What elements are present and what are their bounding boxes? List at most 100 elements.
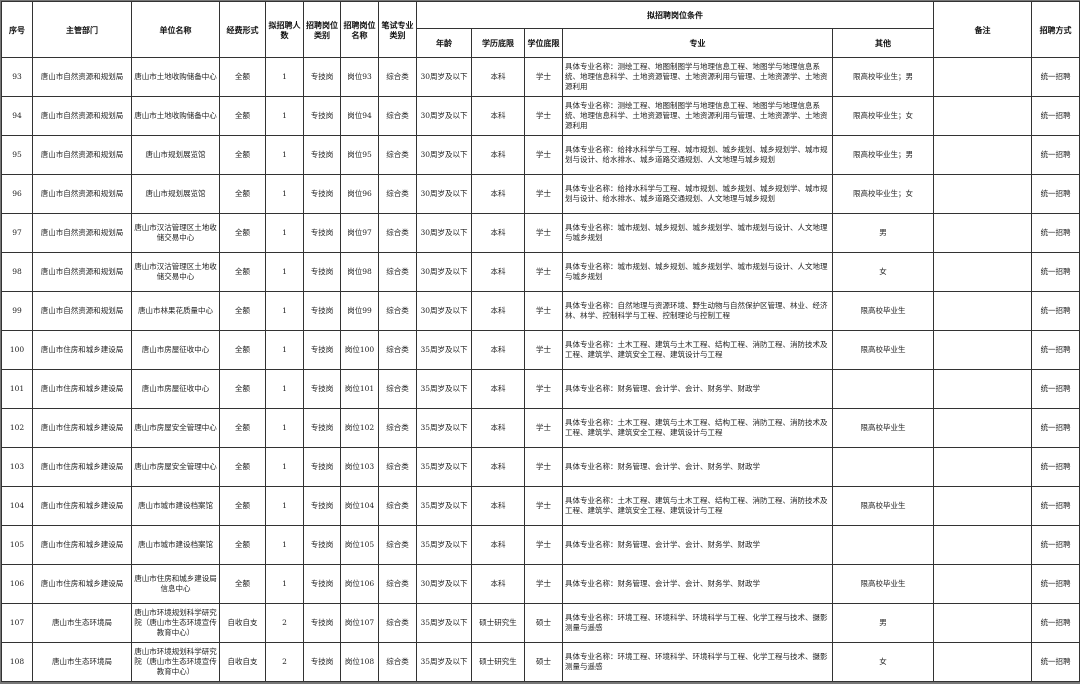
cell-method: 统一招聘 [1031, 642, 1080, 682]
cell-funding: 全额 [219, 135, 266, 175]
cell-other: 限高校毕业生 [831, 291, 935, 331]
cell-position-name: 岗位99 [340, 291, 379, 331]
cell-remark [933, 642, 1033, 682]
cell-method: 统一招聘 [1031, 174, 1080, 214]
cell-unit: 唐山市城市建设档案馆 [131, 525, 220, 565]
table-header: 序号 主管部门 单位名称 经费形式 拟招聘人数 招聘岗位类别 招聘岗位名称 笔试… [1, 1, 1080, 58]
cell-unit: 唐山市土地收购储备中心 [131, 57, 220, 97]
cell-major: 具体专业名称：土木工程、建筑与土木工程、结构工程、消防工程、消防技术及工程、建筑… [562, 486, 833, 526]
cell-education: 本科 [471, 213, 525, 253]
cell-major: 具体专业名称：财务管理、会计学、会计、财务学、财政学 [562, 369, 833, 409]
cell-exam-category: 综合类 [378, 330, 417, 370]
header-age: 年龄 [416, 28, 472, 58]
cell-other: 限高校毕业生 [831, 564, 935, 604]
cell-position-type: 专技岗 [303, 330, 341, 370]
cell-other: 男 [831, 603, 935, 643]
cell-age: 35周岁及以下 [416, 525, 472, 565]
cell-major: 具体专业名称：给排水科学与工程、城市规划、城乡规划、城乡规划学、城市规划与设计、… [562, 135, 833, 175]
cell-age: 35周岁及以下 [416, 369, 472, 409]
cell-age: 35周岁及以下 [416, 408, 472, 448]
cell-dept: 唐山市自然资源和规划局 [32, 174, 132, 214]
cell-method: 统一招聘 [1031, 213, 1080, 253]
cell-degree: 学士 [524, 486, 563, 526]
cell-position-name: 岗位96 [340, 174, 379, 214]
cell-no: 99 [1, 291, 33, 331]
cell-unit: 唐山市汉沽管理区土地收储交易中心 [131, 213, 220, 253]
cell-age: 30周岁及以下 [416, 57, 472, 97]
cell-count: 1 [265, 96, 304, 136]
cell-remark [933, 525, 1033, 565]
cell-position-type: 专技岗 [303, 291, 341, 331]
cell-count: 1 [265, 525, 304, 565]
cell-education: 硕士研究生 [471, 642, 525, 682]
cell-funding: 自收自支 [219, 642, 266, 682]
cell-no: 106 [1, 564, 33, 604]
table-row: 98 唐山市自然资源和规划局 唐山市汉沽管理区土地收储交易中心 全额 1 专技岗 岗位98 综… [1, 252, 1080, 292]
cell-count: 1 [265, 330, 304, 370]
cell-funding: 全额 [219, 330, 266, 370]
header-funding: 经费形式 [219, 1, 266, 58]
cell-unit: 唐山市环境规划科学研究院（唐山市生态环境宣传教育中心） [131, 642, 220, 682]
cell-major: 具体专业名称：测绘工程、地图制图学与地理信息工程、地图学与地理信息系统、地理信息… [562, 96, 833, 136]
cell-remark [933, 447, 1033, 487]
cell-exam-category: 综合类 [378, 603, 417, 643]
cell-education: 本科 [471, 96, 525, 136]
cell-dept: 唐山市住房和城乡建设局 [32, 447, 132, 487]
cell-degree: 学士 [524, 57, 563, 97]
cell-method: 统一招聘 [1031, 252, 1080, 292]
cell-major: 具体专业名称：环境工程、环境科学、环境科学与工程、化学工程与技术、摄影测量与遥感 [562, 603, 833, 643]
cell-position-name: 岗位100 [340, 330, 379, 370]
cell-position-name: 岗位95 [340, 135, 379, 175]
cell-position-name: 岗位93 [340, 57, 379, 97]
cell-education: 本科 [471, 486, 525, 526]
cell-dept: 唐山市自然资源和规划局 [32, 252, 132, 292]
header-dept: 主管部门 [32, 1, 132, 58]
cell-other [831, 369, 935, 409]
cell-position-name: 岗位107 [340, 603, 379, 643]
cell-no: 98 [1, 252, 33, 292]
cell-count: 2 [265, 603, 304, 643]
table-row: 105 唐山市住房和城乡建设局 唐山市城市建设档案馆 全额 1 专技岗 岗位105 综合类 35… [1, 525, 1080, 565]
cell-unit: 唐山市汉沽管理区土地收储交易中心 [131, 252, 220, 292]
cell-other: 限高校毕业生 [831, 330, 935, 370]
cell-education: 本科 [471, 525, 525, 565]
cell-age: 30周岁及以下 [416, 564, 472, 604]
cell-method: 统一招聘 [1031, 564, 1080, 604]
cell-remark [933, 135, 1033, 175]
cell-unit: 唐山市房屋征收中心 [131, 369, 220, 409]
cell-dept: 唐山市住房和城乡建设局 [32, 369, 132, 409]
cell-funding: 全额 [219, 447, 266, 487]
cell-degree: 学士 [524, 291, 563, 331]
header-conditions: 拟招聘岗位条件 [415, 1, 935, 29]
cell-count: 1 [265, 174, 304, 214]
cell-age: 30周岁及以下 [416, 96, 472, 136]
table-row: 102 唐山市住房和城乡建设局 唐山市房屋安全管理中心 全额 1 专技岗 岗位102 综合类 3… [1, 408, 1080, 448]
cell-degree: 硕士 [524, 642, 563, 682]
cell-no: 108 [1, 642, 33, 682]
table-row: 104 唐山市住房和城乡建设局 唐山市城市建设档案馆 全额 1 专技岗 岗位104 综合类 35… [1, 486, 1080, 526]
cell-position-name: 岗位106 [340, 564, 379, 604]
header-exam-category: 笔试专业类别 [378, 1, 417, 58]
cell-method: 统一招聘 [1031, 603, 1080, 643]
cell-method: 统一招聘 [1031, 96, 1080, 136]
cell-age: 30周岁及以下 [416, 213, 472, 253]
header-position-type: 招聘岗位类别 [303, 1, 341, 58]
cell-no: 107 [1, 603, 33, 643]
cell-method: 统一招聘 [1031, 135, 1080, 175]
cell-unit: 唐山市规划展览馆 [131, 174, 220, 214]
cell-remark [933, 57, 1033, 97]
table-row: 99 唐山市自然资源和规划局 唐山市林果花质量中心 全额 1 专技岗 岗位99 综合类 30周岁… [1, 291, 1080, 331]
header-other: 其他 [831, 28, 935, 58]
cell-dept: 唐山市自然资源和规划局 [32, 96, 132, 136]
cell-position-name: 岗位98 [340, 252, 379, 292]
cell-dept: 唐山市住房和城乡建设局 [32, 408, 132, 448]
cell-count: 1 [265, 135, 304, 175]
cell-method: 统一招聘 [1031, 525, 1080, 565]
cell-major: 具体专业名称：财务管理、会计学、会计、财务学、财政学 [562, 447, 833, 487]
cell-age: 35周岁及以下 [416, 447, 472, 487]
cell-position-name: 岗位101 [340, 369, 379, 409]
cell-major: 具体专业名称：财务管理、会计学、会计、财务学、财政学 [562, 564, 833, 604]
cell-count: 1 [265, 291, 304, 331]
cell-major: 具体专业名称：土木工程、建筑与土木工程、结构工程、消防工程、消防技术及工程、建筑… [562, 408, 833, 448]
